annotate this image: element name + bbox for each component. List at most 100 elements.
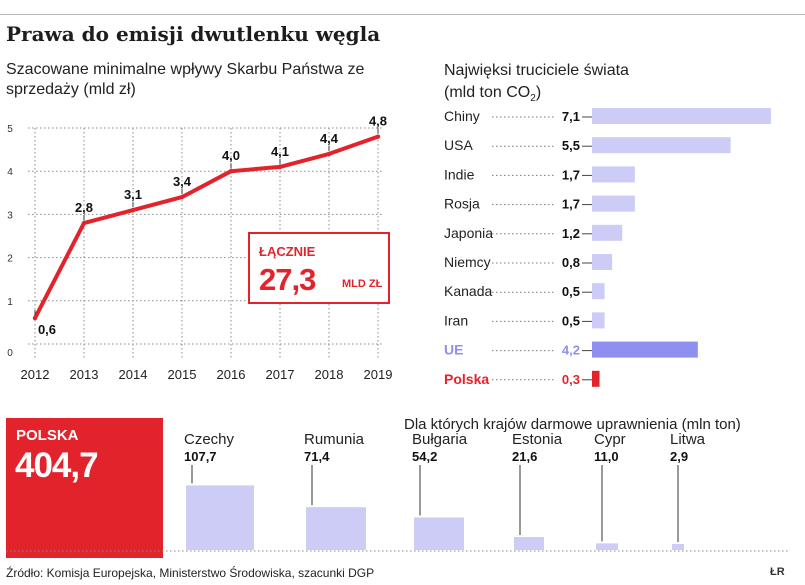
publisher-logo: ŁR bbox=[770, 566, 785, 578]
y-tick-label: 0 bbox=[7, 348, 13, 359]
hbar-chart-subtitle: Najwięksi truciciele świata (mld ton CO2… bbox=[444, 60, 784, 110]
hbar-chart: Chiny 7,1 USA 5,5 Indie 1,7 Rosja 1,7 Japonia 1,2… bbox=[444, 108, 771, 387]
polska-value: 404,7 bbox=[15, 446, 99, 485]
line-point bbox=[81, 220, 87, 226]
total-value: 27,3 bbox=[259, 262, 316, 297]
x-tick-label: 2013 bbox=[70, 367, 99, 382]
bottom-bar bbox=[186, 485, 254, 550]
x-tick-label: 2018 bbox=[315, 367, 344, 382]
hbar-category-label: Kanada bbox=[444, 283, 492, 299]
hbar-bar bbox=[592, 137, 731, 154]
y-tick-label: 2 bbox=[7, 254, 13, 265]
bottom-value-label: 2,9 bbox=[670, 449, 688, 464]
line-point bbox=[130, 207, 136, 213]
top-rule bbox=[0, 14, 805, 15]
x-tick-label: 2015 bbox=[168, 367, 197, 382]
data-label: 4,8 bbox=[369, 114, 387, 129]
data-label: 4,0 bbox=[222, 148, 240, 163]
x-tick-label: 2012 bbox=[21, 367, 50, 382]
data-label: 3,4 bbox=[173, 174, 192, 189]
hbar-category-label: USA bbox=[444, 137, 473, 153]
bottom-bar bbox=[306, 507, 366, 550]
bottom-value-label: 71,4 bbox=[304, 449, 330, 464]
line-chart-subtitle: Szacowane minimalne wpływy Skarbu Państw… bbox=[6, 61, 365, 98]
hbar-bar bbox=[592, 283, 605, 300]
hbar-category-label: Japonia bbox=[444, 225, 493, 241]
y-tick-label: 4 bbox=[7, 167, 13, 178]
hbar-value-label: 0,5 bbox=[562, 284, 580, 299]
y-tick-label: 1 bbox=[7, 297, 13, 308]
hbar-subtitle-end: ) bbox=[535, 84, 542, 101]
hbar-category-label: Niemcy bbox=[444, 254, 491, 270]
line-point bbox=[326, 151, 332, 157]
bottom-bar bbox=[514, 537, 544, 550]
bottom-bar bbox=[596, 543, 618, 550]
line-point bbox=[32, 315, 38, 321]
hbar-category-label: Rosja bbox=[444, 196, 480, 212]
total-label: ŁĄCZNIE bbox=[259, 244, 316, 259]
polska-box: POLSKA 404,7 bbox=[6, 418, 163, 558]
bottom-category-label: Estonia bbox=[512, 431, 563, 448]
hbar-category-label: Polska bbox=[444, 371, 489, 387]
total-unit: MLD ZŁ bbox=[342, 278, 383, 290]
source-note: Źródło: Komisja Europejska, Ministerstwo… bbox=[6, 566, 375, 580]
hbar-subtitle-unit: (mld ton CO bbox=[444, 84, 531, 101]
bottom-value-label: 11,0 bbox=[594, 449, 619, 464]
hbar-value-label: 0,8 bbox=[562, 255, 580, 270]
bottom-category-label: Rumunia bbox=[304, 431, 365, 448]
x-tick-label: 2014 bbox=[119, 367, 148, 382]
hbar-bar bbox=[592, 341, 698, 358]
hbar-bar bbox=[592, 370, 600, 387]
data-label: 4,4 bbox=[320, 131, 339, 146]
data-label: 4,1 bbox=[271, 144, 289, 159]
bottom-chart-title: Dla których krajów darmowe uprawnienia (… bbox=[404, 416, 741, 433]
hbar-value-label: 4,2 bbox=[562, 343, 580, 358]
line-point bbox=[277, 164, 283, 170]
hbar-category-label: Indie bbox=[444, 166, 475, 182]
bottom-category-label: Litwa bbox=[670, 431, 706, 448]
hbar-bar bbox=[592, 312, 605, 329]
hbar-value-label: 5,5 bbox=[562, 138, 580, 153]
hbar-category-label: Chiny bbox=[444, 108, 480, 124]
page-title: Prawa do emisji dwutlenku węgla bbox=[6, 22, 381, 46]
bottom-bar bbox=[672, 544, 684, 550]
hbar-bar bbox=[592, 108, 771, 124]
data-label: 3,1 bbox=[124, 187, 142, 202]
y-tick-label: 3 bbox=[7, 210, 13, 221]
hbar-value-label: 1,2 bbox=[562, 226, 580, 241]
line-chart: 0 1 2 3 4 5 2012 2013 2014 2015 2016 2017 2018 2019 0,… bbox=[7, 114, 393, 382]
bottom-value-label: 107,7 bbox=[184, 449, 217, 464]
hbar-value-label: 1,7 bbox=[562, 167, 580, 182]
hbar-value-label: 0,3 bbox=[562, 372, 580, 387]
polska-label: POLSKA bbox=[16, 427, 79, 444]
hbar-bar bbox=[592, 166, 635, 183]
hbar-bar bbox=[592, 224, 623, 241]
hbar-value-label: 1,7 bbox=[562, 197, 580, 212]
bottom-value-label: 54,2 bbox=[412, 449, 437, 464]
hbar-value-label: 0,5 bbox=[562, 313, 580, 328]
hbar-bar bbox=[592, 254, 613, 270]
data-label: 2,8 bbox=[75, 200, 93, 215]
hbar-bar bbox=[592, 195, 635, 212]
line-point bbox=[375, 134, 381, 139]
hbar-category-label: UE bbox=[444, 342, 463, 358]
data-label: 0,6 bbox=[38, 322, 56, 337]
bottom-category-label: Cypr bbox=[594, 431, 626, 448]
bottom-bar bbox=[414, 517, 464, 550]
line-point bbox=[179, 194, 185, 200]
x-tick-label: 2017 bbox=[266, 367, 295, 382]
line-series bbox=[33, 134, 380, 321]
hbar-subtitle-main: Najwięksi truciciele świata bbox=[444, 62, 629, 79]
x-tick-label: 2016 bbox=[217, 367, 246, 382]
x-tick-label: 2019 bbox=[364, 367, 393, 382]
hbar-value-label: 7,1 bbox=[562, 109, 580, 124]
bottom-category-label: Czechy bbox=[184, 431, 235, 448]
bottom-value-label: 21,6 bbox=[512, 449, 537, 464]
bottom-category-label: Bułgaria bbox=[412, 431, 468, 448]
hbar-subtitle-sub: 2 bbox=[530, 93, 536, 105]
y-tick-label: 5 bbox=[7, 124, 13, 135]
total-box: ŁĄCZNIE 27,3 MLD ZŁ bbox=[248, 232, 390, 304]
line-point bbox=[228, 169, 234, 174]
hbar-category-label: Iran bbox=[444, 312, 468, 328]
